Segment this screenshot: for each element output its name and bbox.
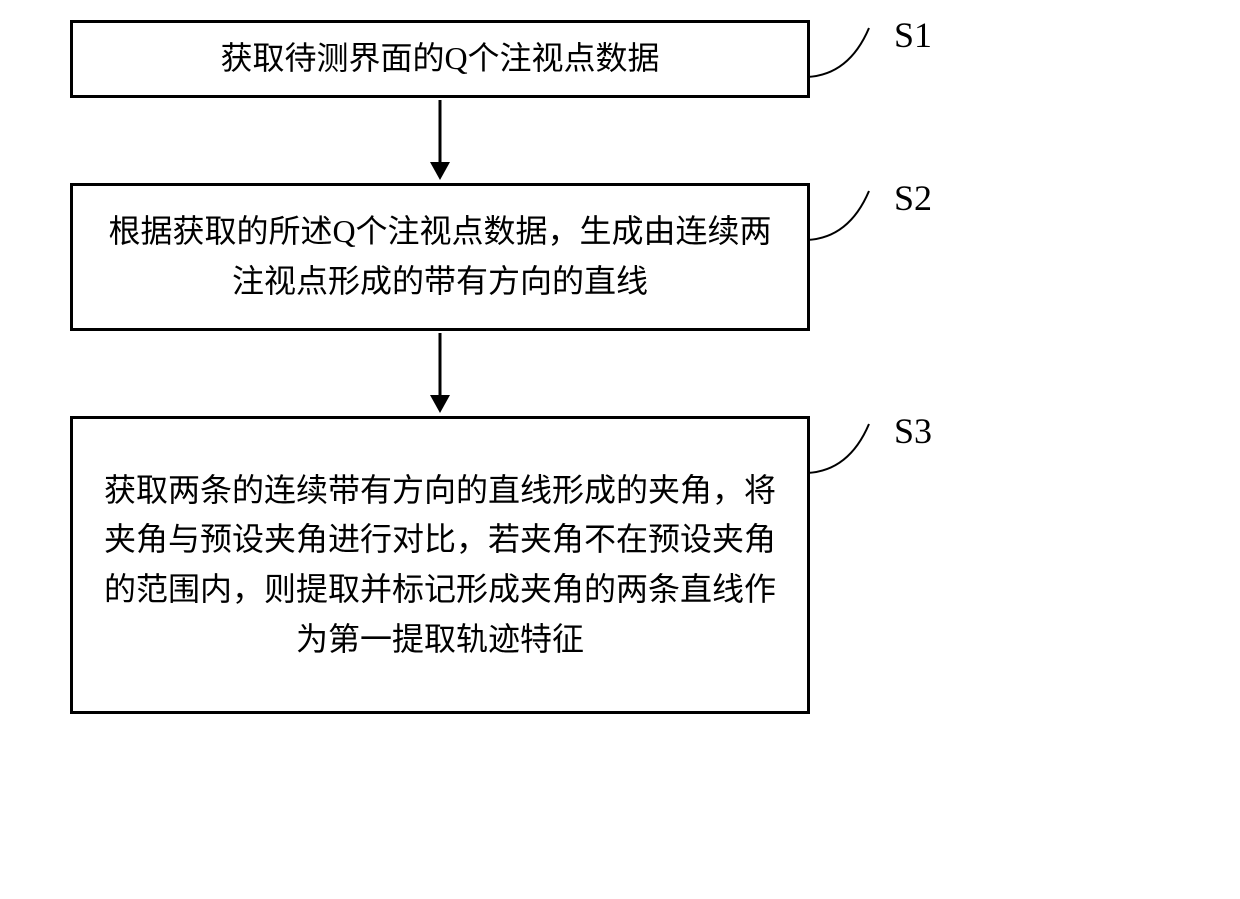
node-s2-text: 根据获取的所述Q个注视点数据，生成由连续两注视点形成的带有方向的直线 xyxy=(101,207,779,306)
connector-curve-s3 xyxy=(807,421,897,491)
flowchart-container: 获取待测界面的Q个注视点数据 S1 根据获取的所述Q个注视点数据，生成由连续两注… xyxy=(70,20,970,714)
connector-curve-s2 xyxy=(807,188,897,258)
flowchart-node-s2: 根据获取的所述Q个注视点数据，生成由连续两注视点形成的带有方向的直线 xyxy=(70,183,810,331)
label-s2: S2 xyxy=(894,177,932,219)
flowchart-node-s3: 获取两条的连续带有方向的直线形成的夹角，将夹角与预设夹角进行对比，若夹角不在预设… xyxy=(70,416,810,714)
label-s3: S3 xyxy=(894,410,932,452)
label-s1: S1 xyxy=(894,14,932,56)
node-s3-text: 获取两条的连续带有方向的直线形成的夹角，将夹角与预设夹角进行对比，若夹角不在预设… xyxy=(101,466,779,664)
flowchart-node-s1: 获取待测界面的Q个注视点数据 xyxy=(70,20,810,98)
node-s1-text: 获取待测界面的Q个注视点数据 xyxy=(220,34,659,84)
arrow-s2-s3 xyxy=(70,331,810,416)
arrow-s1-s2 xyxy=(70,98,810,183)
connector-curve-s1 xyxy=(807,25,897,95)
